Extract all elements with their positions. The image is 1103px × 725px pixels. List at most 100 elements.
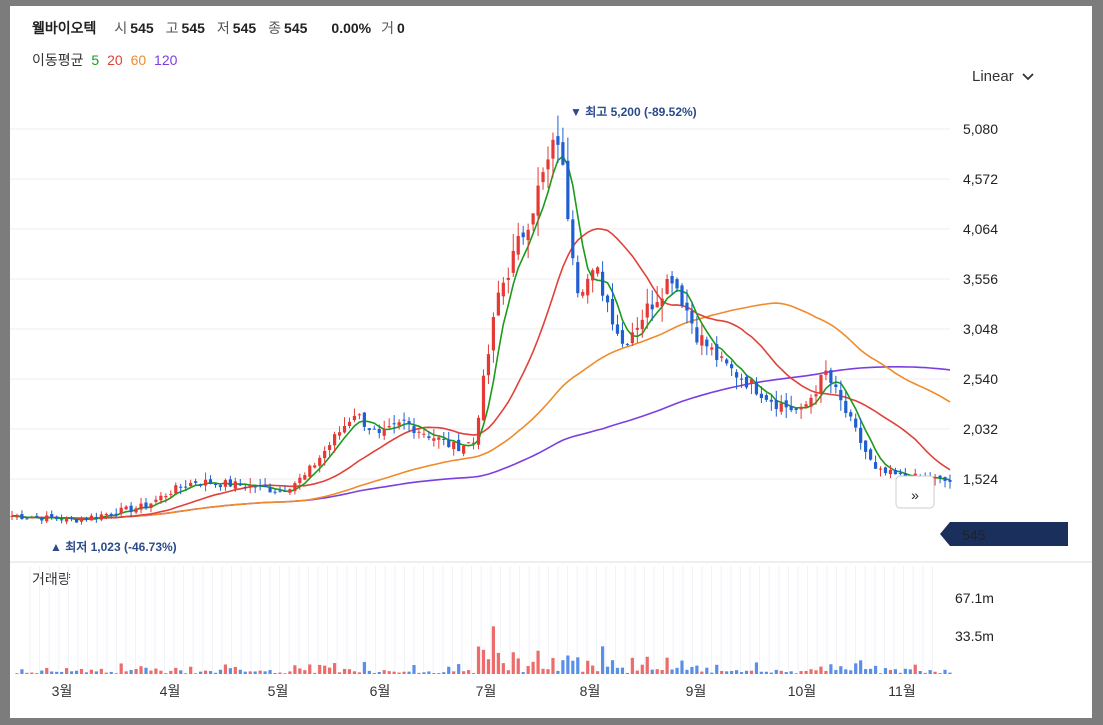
volume-bar — [908, 669, 912, 674]
candle-body — [948, 480, 952, 482]
change-percent: 0.00% — [331, 20, 372, 36]
volume-bar — [437, 673, 441, 674]
volume-bar — [377, 671, 381, 674]
candle-body — [149, 503, 153, 508]
price-y-tick-label: 4,572 — [963, 171, 998, 187]
open-label: 시 — [114, 20, 128, 36]
candle-body — [640, 319, 644, 330]
volume-bar — [734, 670, 739, 674]
volume-bar — [397, 672, 401, 674]
candle-body — [174, 485, 178, 494]
volume-bar — [720, 670, 724, 674]
volume-bar — [759, 671, 764, 674]
volume-bar — [347, 669, 352, 674]
x-axis-month-label: 11월 — [888, 683, 915, 699]
candle-body — [521, 232, 525, 238]
candle-body — [675, 279, 679, 289]
volume-bar — [253, 671, 257, 674]
candle-body — [45, 515, 49, 522]
candle-body — [725, 359, 729, 364]
volume-bar — [581, 671, 585, 674]
candle-body — [328, 445, 332, 450]
candle-body — [600, 271, 605, 296]
candle-body — [69, 518, 74, 520]
volume-bar — [690, 666, 694, 674]
candle-body — [169, 493, 173, 495]
candle-body — [84, 517, 89, 520]
volume-bar — [844, 669, 848, 674]
stock-chart[interactable]: 5,080 4,572 4,064 3,556 3,048 2,540 2,032 1,524… — [10, 6, 1092, 718]
candle-body — [501, 282, 505, 297]
candle-body — [357, 414, 362, 416]
volume-bar — [159, 670, 163, 674]
volume-bar — [382, 670, 386, 674]
volume-bar — [228, 668, 232, 674]
volume-bar — [933, 671, 937, 674]
scale-selector[interactable]: Linear — [972, 68, 1034, 85]
candle-body — [883, 467, 888, 474]
candle-body — [581, 292, 585, 296]
volume-bar — [208, 671, 213, 674]
volume-bar — [238, 669, 242, 674]
volume-bar — [119, 663, 123, 674]
volume-bar — [481, 649, 486, 674]
candle-body — [804, 404, 808, 407]
volume-bar — [372, 672, 376, 674]
candle-body — [784, 400, 788, 408]
volume-bar — [303, 670, 307, 674]
price-y-tick-label: 2,032 — [963, 421, 998, 437]
volume-value: 0 — [397, 20, 405, 36]
candle-body — [457, 439, 461, 452]
expand-button[interactable] — [895, 475, 935, 509]
candle-body — [715, 344, 719, 360]
volume-bar — [635, 670, 639, 674]
volume-bar — [40, 670, 44, 674]
candle-body — [481, 375, 486, 421]
ma-20-label: 20 — [107, 52, 123, 68]
candle-body — [447, 439, 451, 448]
volume-bar — [710, 672, 714, 674]
volume-bar — [655, 669, 659, 674]
candle-body — [313, 465, 317, 468]
candle-body — [25, 518, 29, 520]
volume-bar — [15, 673, 19, 674]
volume-bar — [298, 668, 302, 674]
volume-bar — [938, 673, 942, 674]
volume-bar — [615, 667, 620, 674]
candle-body — [610, 299, 615, 325]
candle-body — [134, 508, 138, 513]
close-label: 종 — [268, 20, 282, 36]
candle-body — [605, 295, 610, 303]
candle-body — [630, 332, 634, 344]
candle-body — [844, 400, 848, 414]
volume-bar — [804, 670, 808, 674]
volume-bar — [620, 667, 625, 674]
volume-bar — [605, 666, 610, 674]
candle-body — [362, 412, 366, 427]
volume-bar — [596, 671, 600, 674]
candle-body — [367, 428, 371, 431]
candle-body — [655, 302, 659, 308]
volume-bar — [913, 664, 917, 674]
volume-bar — [650, 669, 654, 674]
volume-bar — [680, 660, 684, 674]
volume-bar — [357, 672, 362, 674]
candle-body — [695, 327, 699, 343]
candle-body — [159, 495, 163, 501]
low-value: 545 — [232, 20, 257, 36]
volume-bar — [203, 670, 208, 674]
candle-body — [99, 514, 103, 520]
volume-bar — [84, 672, 89, 674]
volume-bar — [462, 671, 466, 674]
candle-body — [516, 236, 520, 255]
volume-bar — [273, 673, 277, 674]
volume-bar — [715, 664, 719, 674]
volume-bar — [293, 665, 297, 674]
candle-body — [888, 469, 893, 475]
candle-body — [660, 298, 664, 307]
candle-body — [705, 339, 709, 347]
volume-bar — [218, 669, 223, 674]
candle-body — [685, 302, 689, 311]
candle-body — [263, 484, 267, 487]
volume-bar — [313, 672, 317, 674]
